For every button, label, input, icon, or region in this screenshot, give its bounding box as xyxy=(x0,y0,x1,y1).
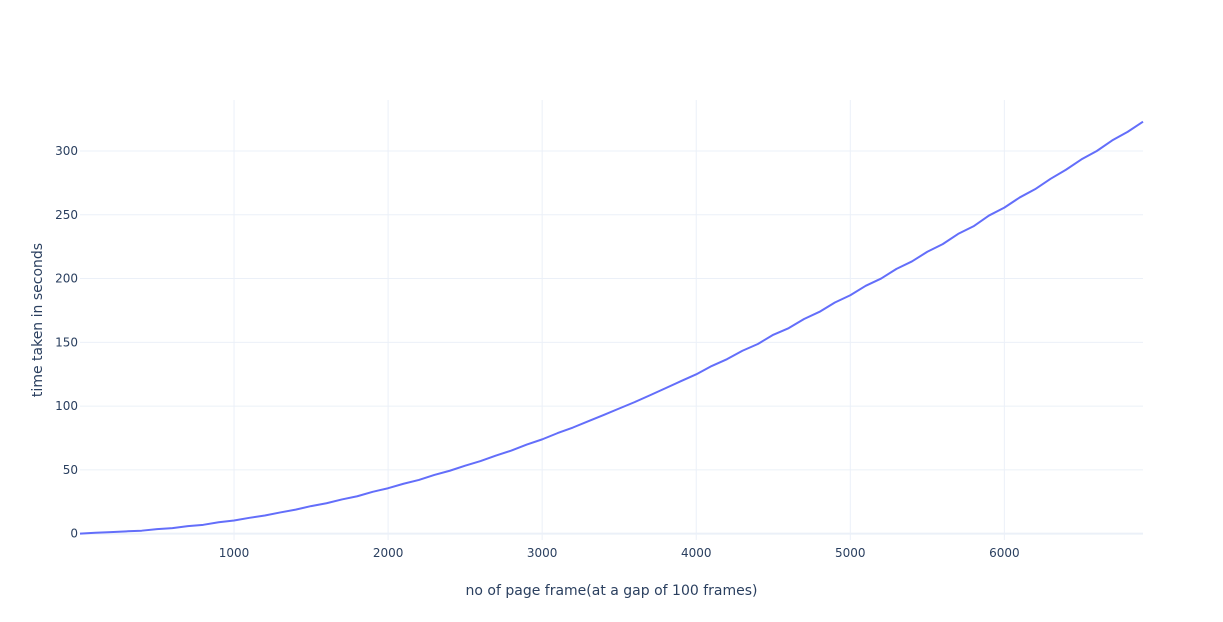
y-tick-label: 50 xyxy=(63,463,78,477)
y-tick-label: 100 xyxy=(55,399,78,413)
x-tick-labels: 1000 2000 3000 4000 5000 6000 xyxy=(219,546,1020,560)
x-axis-title: no of page frame(at a gap of 100 frames) xyxy=(466,583,758,599)
series-layer xyxy=(79,120,1144,535)
x-tick-label: 3000 xyxy=(527,546,558,560)
x-tick-label: 2000 xyxy=(373,546,404,560)
y-tick-label: 300 xyxy=(55,144,78,158)
y-tick-label: 200 xyxy=(55,272,78,286)
y-axis-title: time taken in seconds xyxy=(30,243,46,397)
x-tick-label: 4000 xyxy=(681,546,712,560)
x-tick-label: 6000 xyxy=(989,546,1020,560)
y-gridlines xyxy=(80,150,1143,535)
x-tick-label: 5000 xyxy=(835,546,866,560)
y-tick-labels: 0 50 100 150 200 250 300 xyxy=(55,144,78,541)
series-line xyxy=(79,120,1144,535)
y-tick-label: 250 xyxy=(55,208,78,222)
y-tick-label: 0 xyxy=(70,527,78,541)
x-gridlines xyxy=(233,100,1005,540)
x-tick-label: 1000 xyxy=(219,546,250,560)
y-tick-label: 150 xyxy=(55,335,78,349)
